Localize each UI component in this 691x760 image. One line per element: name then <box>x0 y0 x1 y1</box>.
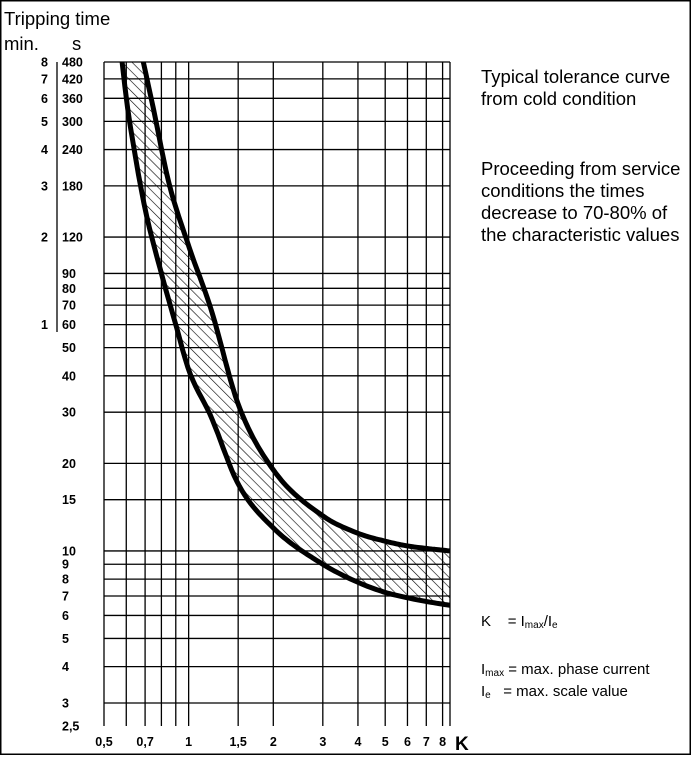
y-tick-label-seconds: 7 <box>62 589 69 603</box>
y-tick-label-minutes: 7 <box>41 72 48 86</box>
lower-limit-curve <box>119 62 450 608</box>
tolerance-caption: Typical tolerance curve from cold condit… <box>481 66 671 109</box>
legend-imax-sub: max <box>485 668 505 679</box>
legend-k-numerator: I <box>520 613 525 630</box>
x-tick-label: 1,5 <box>229 735 246 749</box>
y-tick-label-seconds: 120 <box>62 231 83 245</box>
y-tick-label-seconds: 5 <box>62 632 69 646</box>
grid-lines <box>103 61 451 726</box>
legend-ie-def: = max. scale value <box>503 683 628 700</box>
y-tick-label-minutes: 6 <box>41 92 48 106</box>
service-note: Proceeding from service conditions the t… <box>481 158 681 245</box>
y-tick-label-seconds: 80 <box>62 282 76 296</box>
y-tick-label-seconds: 30 <box>62 406 76 420</box>
x-tick-label: 3 <box>319 735 326 749</box>
x-tick-label: 2 <box>270 735 277 749</box>
legend-imax-def: = max. phase current <box>508 661 650 678</box>
chart-title: Tripping time <box>4 8 110 29</box>
y-tick-label-seconds: 4 <box>62 660 69 674</box>
y-tick-label-seconds: 360 <box>62 92 83 106</box>
x-tick-label: 4 <box>354 735 361 749</box>
y-tick-label-seconds: 40 <box>62 369 76 383</box>
x-tick-label: 0,7 <box>136 735 153 749</box>
y-tick-label-minutes: 5 <box>41 115 48 129</box>
x-tick-labels: 0,5 0,7 1 1,5 2 3 4 5 6 7 8 <box>95 735 446 749</box>
y-tick-label-seconds: 420 <box>62 72 83 86</box>
y-tick-label-seconds: 90 <box>62 267 76 281</box>
legend-ie-definition: Ie = max. scale value <box>481 683 628 701</box>
legend-k-slash: /I <box>543 613 553 630</box>
legend-ie-sub: e <box>485 690 491 701</box>
x-tick-label: 1 <box>185 735 192 749</box>
y-tick-label-seconds: 20 <box>62 457 76 471</box>
y-tick-label-seconds: 6 <box>62 609 69 623</box>
legend-imax-definition: Imax = max. phase current <box>481 661 650 679</box>
y-tick-label-seconds: 180 <box>62 179 83 193</box>
y-tick-label-minutes: 3 <box>41 179 48 193</box>
y-tick-label-seconds: 240 <box>62 143 83 157</box>
x-tick-label: 8 <box>439 735 446 749</box>
tolerance-band-fill <box>122 62 450 606</box>
y-tick-labels: 4804203603002401801209080706050403020151… <box>41 56 83 734</box>
legend-imax-symbol: I <box>481 661 486 678</box>
legend-k-denominator-sub: e <box>552 620 558 631</box>
legend-k-numerator-sub: max <box>524 620 544 631</box>
x-tick-label: 5 <box>382 735 389 749</box>
y-tick-label-seconds: 9 <box>62 558 69 572</box>
y-tick-label-seconds: 8 <box>62 573 69 587</box>
legend-k-symbol: K <box>481 613 492 630</box>
legend-k-definition: K = Imax/Ie <box>481 613 558 631</box>
tolerance-band <box>122 62 450 606</box>
y-tick-label-seconds: 300 <box>62 115 83 129</box>
legend-ie-symbol: I <box>481 683 486 700</box>
y-tick-label-seconds: 480 <box>62 56 83 70</box>
y-tick-label-minutes: 8 <box>41 56 48 70</box>
upper-limit-curve <box>140 62 450 554</box>
y-axis-label-seconds: s <box>72 33 81 54</box>
y-tick-label-seconds: 15 <box>62 493 76 507</box>
x-tick-label: 0,5 <box>95 735 112 749</box>
y-axis-label-minutes: min. <box>4 33 39 54</box>
legend-k-eq: = <box>507 613 517 630</box>
y-tick-label-seconds: 10 <box>62 544 76 558</box>
y-tick-label-minutes: 2 <box>41 231 48 245</box>
y-tick-label-seconds: 2,5 <box>62 720 79 734</box>
y-tick-label-seconds: 60 <box>62 318 76 332</box>
x-tick-label: 7 <box>423 735 430 749</box>
y-tick-label-seconds: 3 <box>62 696 69 710</box>
y-tick-label-seconds: 70 <box>62 299 76 313</box>
x-axis-label: K <box>455 734 469 755</box>
x-tick-label: 6 <box>404 735 411 749</box>
y-tick-label-minutes: 1 <box>41 318 48 332</box>
y-tick-label-seconds: 50 <box>62 341 76 355</box>
curve-lines <box>119 62 450 608</box>
y-tick-label-minutes: 4 <box>41 143 48 157</box>
